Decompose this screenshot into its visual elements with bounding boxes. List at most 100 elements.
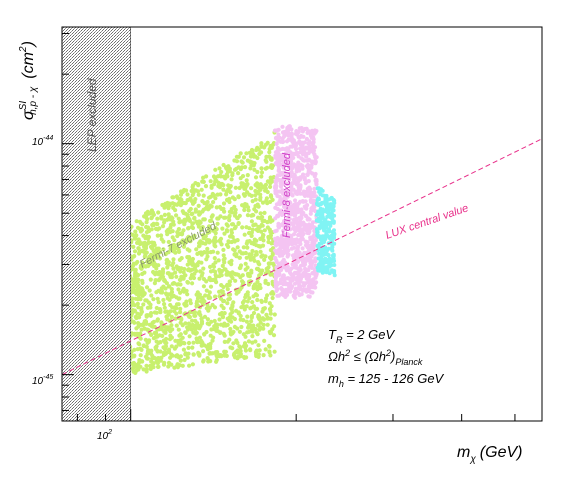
fermi7-point: [138, 353, 143, 358]
fermi7-point: [167, 284, 172, 289]
fermi8-point: [282, 240, 287, 245]
fermi7-point: [195, 340, 200, 345]
fermi7-point: [148, 244, 154, 249]
fermi7-point: [190, 362, 195, 367]
fermi8-point: [297, 292, 302, 297]
fermi7-point: [253, 339, 258, 344]
fermi7-point: [258, 211, 263, 216]
fermi8-point: [309, 254, 314, 259]
fermi7-point: [227, 292, 233, 297]
fermi7-point: [249, 230, 254, 235]
fermi8-point: [310, 237, 315, 242]
fermi7-point: [134, 331, 139, 336]
fermi7-point: [157, 276, 162, 282]
fermi7-point: [196, 192, 201, 197]
fermi7-point: [230, 346, 235, 351]
fermi7-point: [172, 249, 177, 254]
fermi7-point: [240, 273, 245, 278]
fermi7-point: [260, 235, 265, 240]
fermi7-point: [190, 345, 195, 350]
fermi7-point: [143, 251, 148, 256]
fermi7-point: [144, 363, 149, 368]
allowed-point: [317, 197, 321, 202]
allowed-point: [331, 208, 336, 213]
fermi8-point: [294, 277, 299, 282]
fermi7-point: [267, 146, 272, 152]
fermi7-point: [236, 154, 241, 159]
fermi7-point: [190, 211, 195, 216]
fermi7-point: [191, 235, 196, 240]
fermi7-point: [201, 358, 206, 363]
fermi7-point: [218, 270, 223, 275]
fermi8-point: [311, 135, 316, 140]
fermi7-point: [213, 167, 218, 172]
fermi8-point: [273, 284, 278, 289]
fermi7-point: [272, 349, 277, 354]
fermi7-point: [187, 248, 192, 253]
fermi7-point: [234, 252, 239, 257]
fermi8-point: [298, 126, 303, 131]
fermi7-point: [178, 197, 183, 202]
fermi7-point: [160, 224, 166, 229]
y-axis-title: σSIn,p - χ(cm2): [18, 41, 39, 120]
fermi7-point: [151, 223, 156, 228]
fermi7-point: [246, 208, 251, 213]
fermi7-point: [229, 206, 234, 212]
fermi7-point: [181, 289, 187, 294]
fermi7-point: [134, 219, 139, 224]
fermi7-point: [260, 243, 266, 248]
fermi7-point: [259, 254, 264, 259]
fermi7-point: [183, 352, 188, 357]
fermi8-point: [301, 283, 307, 288]
fermi7-point: [266, 234, 271, 240]
fermi8-point: [274, 128, 279, 133]
fermi7-point: [215, 216, 220, 221]
allowed-point: [327, 227, 331, 232]
fermi8-point: [294, 166, 299, 171]
fermi7-point: [196, 352, 201, 357]
fermi7-point: [153, 272, 158, 277]
fermi7-point: [157, 333, 162, 338]
fermi7-point: [240, 174, 246, 179]
fermi8-point: [297, 272, 302, 278]
fermi7-point: [200, 209, 205, 214]
allowed-point: [319, 200, 324, 205]
fermi8-point: [310, 207, 315, 212]
fermi8-point: [276, 241, 281, 247]
fermi8-point: [289, 131, 294, 136]
fermi8-point: [278, 277, 284, 282]
fermi7-point: [136, 237, 141, 242]
fermi7-point: [178, 277, 183, 282]
fermi7-point: [215, 250, 220, 255]
fermi7-point: [144, 264, 149, 269]
fermi7-point: [253, 203, 258, 209]
fermi7-point: [197, 250, 202, 255]
fermi7-point: [175, 202, 180, 207]
fermi8-point: [286, 206, 291, 211]
fermi7-point: [168, 355, 173, 360]
fermi8-point: [301, 210, 306, 215]
allowed-point: [326, 220, 331, 225]
fermi7-point: [264, 196, 269, 201]
fermi7-point: [210, 338, 215, 343]
fermi7-point: [174, 353, 179, 358]
fermi8-point: [313, 178, 318, 183]
fermi8-point: [305, 172, 310, 177]
allowed-point: [324, 225, 329, 230]
fermi7-point: [208, 179, 213, 184]
fermi7-point: [157, 249, 162, 254]
fermi7-point: [141, 241, 146, 246]
fermi7-point: [149, 240, 155, 245]
fermi7-point: [169, 362, 174, 367]
fermi7-point: [257, 151, 262, 157]
fermi7-point: [140, 359, 145, 364]
fermi7-point: [268, 157, 273, 162]
fermi7-point: [176, 327, 181, 332]
fermi7-point: [260, 200, 266, 205]
fermi7-point: [172, 238, 177, 243]
fermi7-point: [152, 330, 157, 336]
fermi7-point: [220, 290, 225, 295]
fermi7-point: [190, 256, 195, 262]
fermi7-point: [205, 317, 210, 322]
fermi8-point: [279, 233, 284, 238]
